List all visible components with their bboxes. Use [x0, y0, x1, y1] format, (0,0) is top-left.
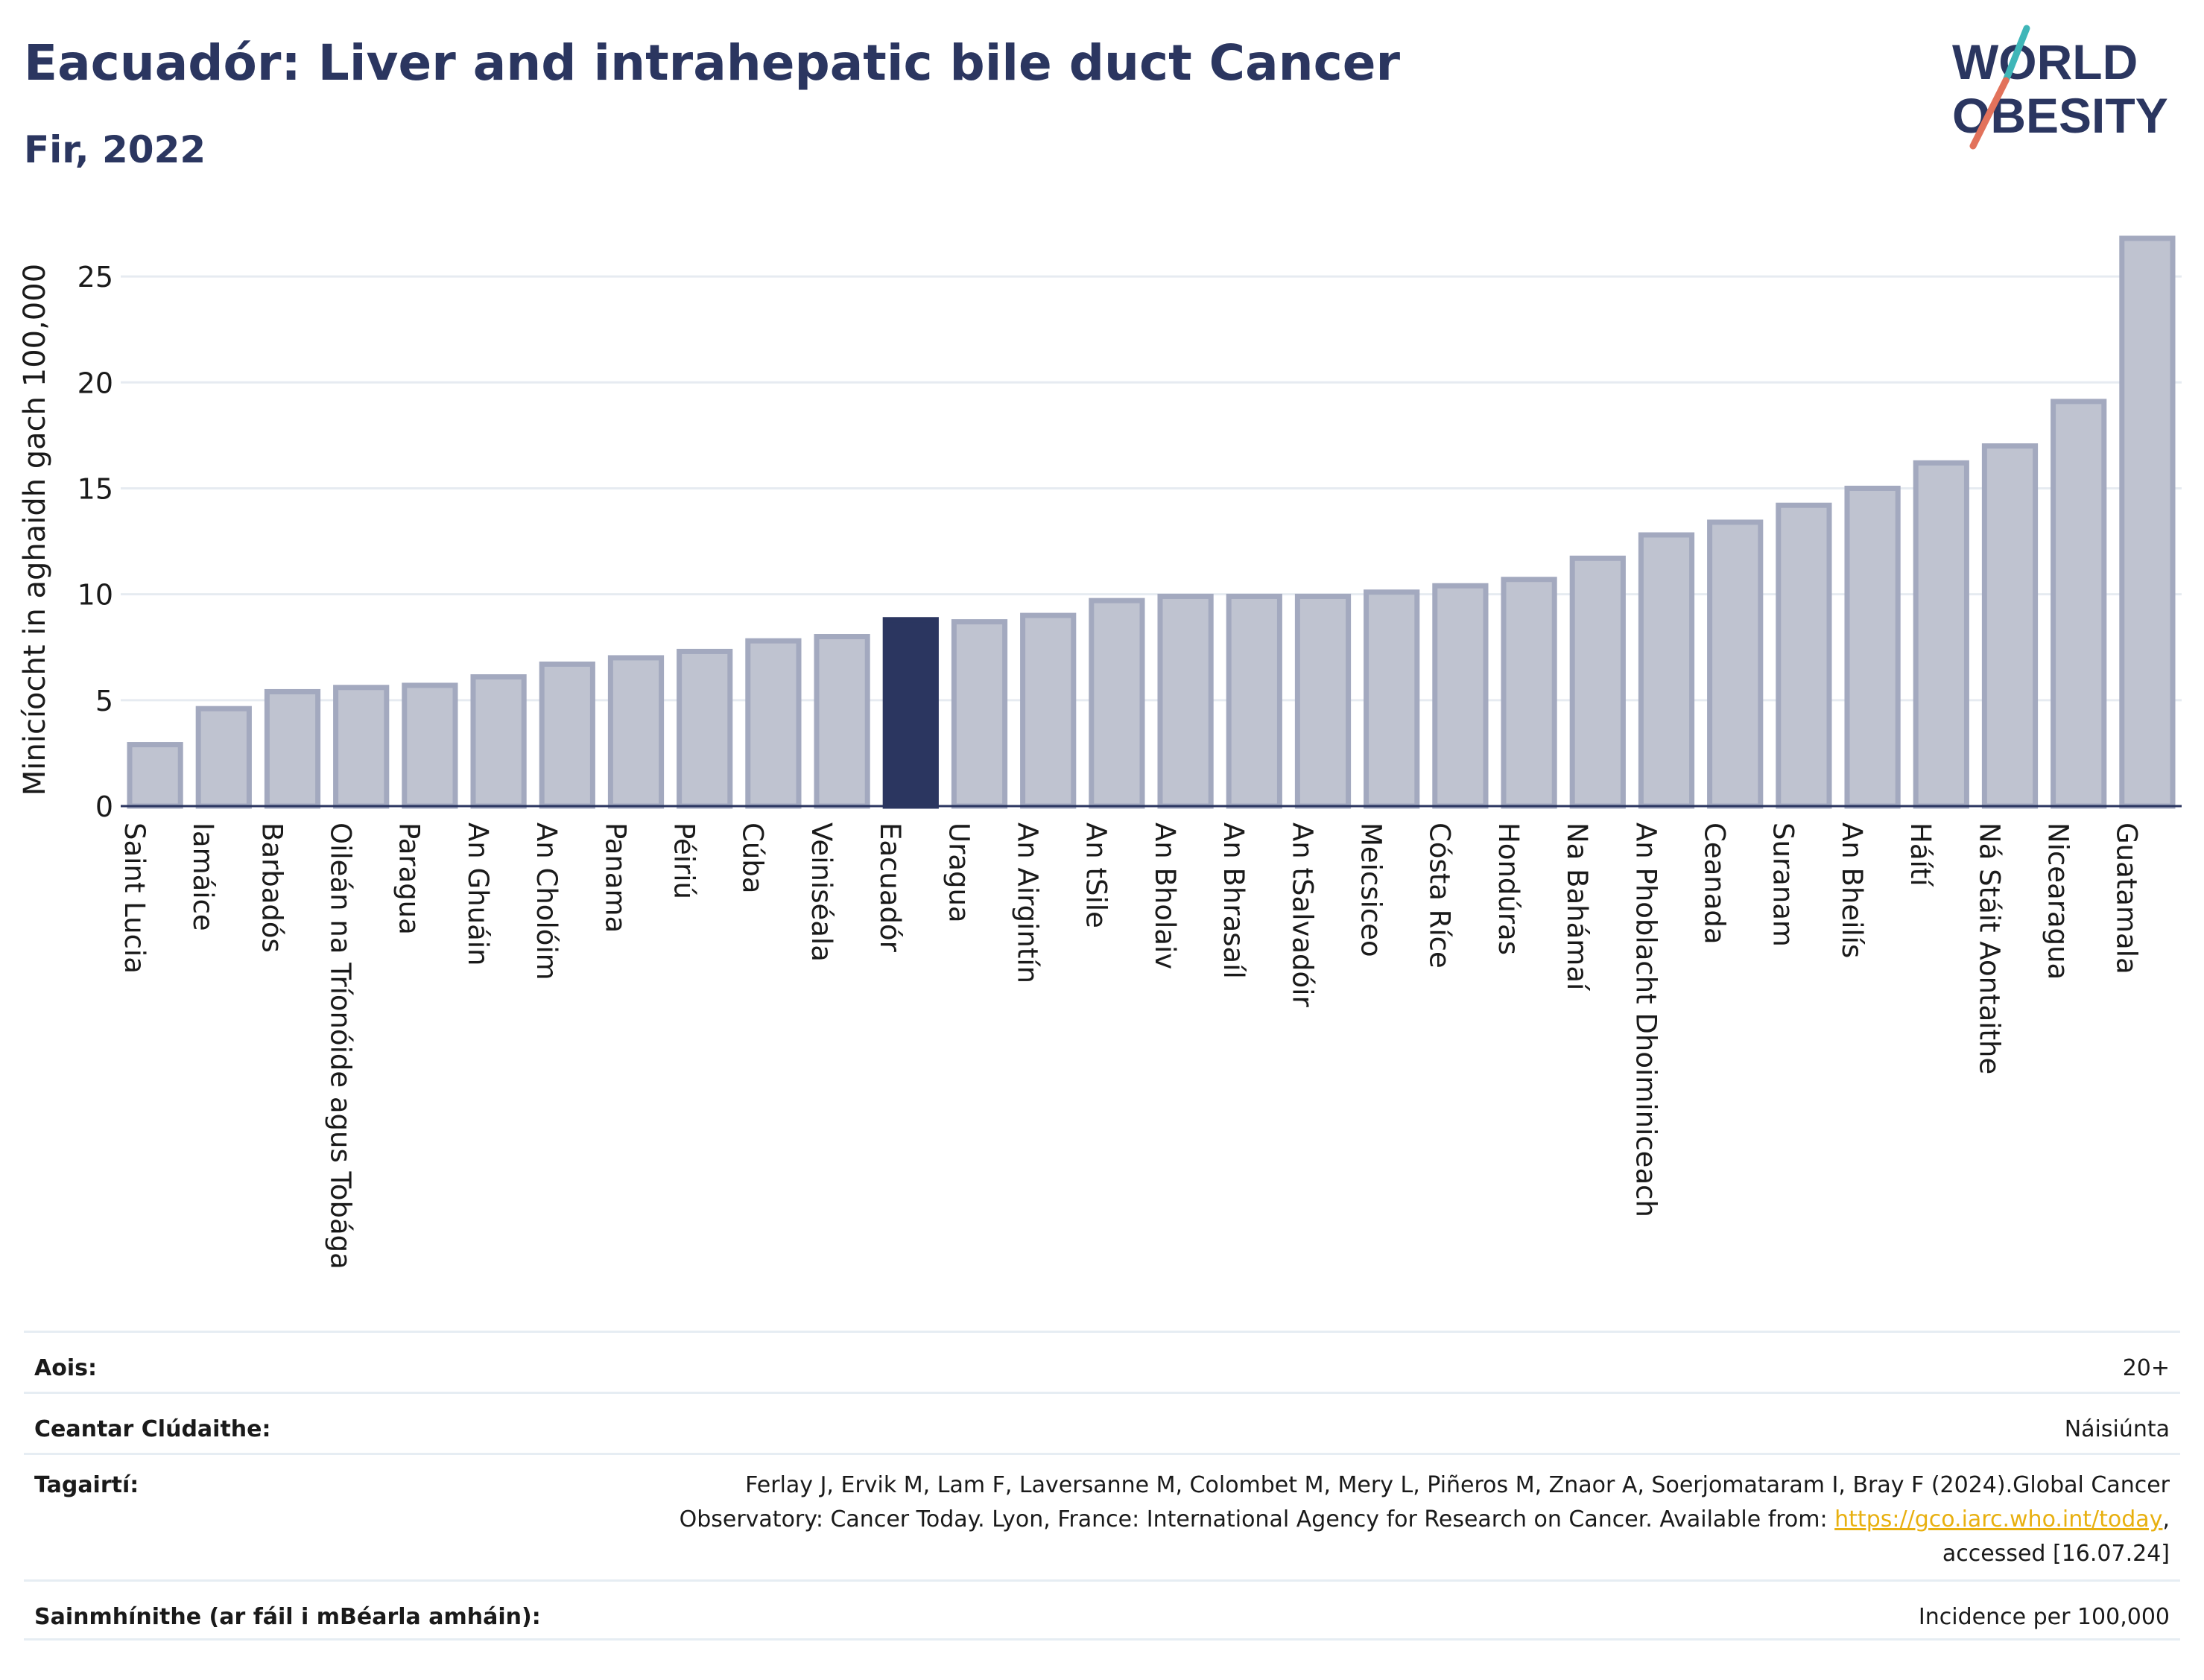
x-tick-label: An tSile: [1080, 822, 1112, 928]
x-tick-label: An Bheilís: [1836, 822, 1868, 958]
x-tick-label: Háítí: [1904, 822, 1937, 887]
x-tick-label: An Ghuáin: [462, 822, 494, 966]
y-tick-label: 25: [77, 261, 113, 294]
meta-row-references: Tagairtí: Ferlay J, Ervik M, Lam F, Lave…: [24, 1453, 2180, 1579]
definitions-value: Incidence per 100,000: [1918, 1604, 2170, 1630]
bar-nicearagua: [2051, 399, 2107, 809]
y-tick-label: 10: [77, 579, 113, 612]
x-tick-label: Hondúras: [1492, 822, 1524, 955]
x-tick-label: An Bholaiv: [1149, 822, 1181, 969]
logo-slash-coral: [1969, 77, 2010, 150]
x-tick-label: An tSalvadóir: [1286, 822, 1318, 1007]
bar-ceanada: [1707, 519, 1764, 809]
x-tick-label: Ná Stáit Aontaithe: [1973, 822, 2005, 1074]
chart-subtitle: Fir, 2022: [24, 128, 206, 171]
x-tick-label: An Bhrasaíl: [1217, 822, 1250, 979]
age-label: Aois:: [34, 1355, 97, 1381]
bar-eacuadór: [882, 617, 939, 809]
x-tick-label: Paragua: [393, 822, 425, 935]
logo-word-obesity: OBESITY: [1952, 88, 2168, 143]
bar-an-bheilís: [1844, 485, 1901, 809]
x-tick-label: Oileán na Tríonóide agus Tobága: [324, 822, 356, 1269]
area-label: Ceantar Clúdaithe:: [34, 1416, 271, 1442]
x-tick-label: Panama: [599, 822, 631, 933]
bar-an-cholóim: [539, 661, 595, 809]
x-tick-label: Péiriú: [668, 822, 700, 899]
bar-na-bahámaí: [1569, 555, 1626, 809]
bar-péiriú: [677, 648, 733, 809]
x-tick-label: Uragua: [943, 822, 975, 923]
chart-title: Eacuadór: Liver and intrahepatic bile du…: [24, 34, 1401, 92]
bar-an-phoblacht-dhoiminiceach: [1638, 532, 1695, 809]
x-tick-label: Iamáice: [187, 822, 219, 931]
reference-line-1: Ferlay J, Ervik M, Lam F, Laversanne M, …: [745, 1472, 2170, 1498]
x-tick-label: An Cholóim: [531, 822, 563, 980]
reference-line-2: Observatory: Cancer Today. Lyon, France:…: [680, 1503, 2170, 1537]
reference-line-3: accessed [16.07.24]: [1942, 1541, 2170, 1567]
logo-word-world: WORLD: [1952, 34, 2138, 89]
bar-paragua: [402, 682, 458, 809]
x-tick-label: Eacuadór: [874, 822, 906, 953]
bar-oileán-na-tríonóide-agus-tobága: [333, 685, 390, 809]
y-tick-label: 20: [77, 367, 113, 399]
bar-barbadós: [264, 688, 321, 809]
bar-ná-stáit-aontaithe: [1981, 443, 2039, 809]
bar-háítí: [1913, 460, 1969, 809]
bar-suranam: [1776, 502, 1832, 809]
reference-line-2-end: ,: [2162, 1506, 2170, 1532]
bar-cósta-ríce: [1432, 583, 1489, 809]
bar-panama: [607, 655, 665, 809]
y-axis-ticks: 0 5 10 15 20 25: [77, 261, 113, 823]
bar-uragua: [951, 619, 1008, 809]
bar-an-tsile: [1089, 597, 1145, 809]
x-axis-labels: Saint Lucia Iamáice Barbadós Oileán na Trío…: [118, 822, 2143, 1269]
references-text: Ferlay J, Ervik M, Lam F, Laversanne M, …: [680, 1468, 2170, 1571]
x-tick-label: Cúba: [737, 822, 769, 893]
bars: [127, 235, 2176, 809]
definitions-label: Sainmhínithe (ar fáil i mBéarla amháin):: [34, 1604, 541, 1630]
x-tick-label: Na Bahámaí: [1561, 822, 1593, 992]
meta-row-area: Ceantar Clúdaithe: Náisiúnta: [24, 1392, 2180, 1453]
x-tick-label: Ceanada: [1698, 822, 1730, 945]
x-tick-label: Barbadós: [256, 822, 288, 953]
y-axis-label: Minicíocht in aghaidh gach 100,000: [18, 264, 52, 796]
bar-iamáice: [195, 706, 252, 809]
bar-guatamala: [2119, 235, 2176, 809]
area-value: Náisiúnta: [2064, 1416, 2170, 1442]
y-tick-label: 5: [95, 685, 113, 717]
bar-an-bhrasaíl: [1226, 593, 1282, 809]
x-tick-label: Nicearagua: [2042, 822, 2074, 980]
reference-line-2-text: Observatory: Cancer Today. Lyon, France:…: [679, 1506, 1835, 1532]
bar-an-ghuáin: [470, 674, 527, 809]
bar-saint-lucia: [127, 742, 183, 809]
gridlines: [121, 275, 2182, 702]
metadata-table: Aois: 20+ Ceantar Clúdaithe: Náisiúnta T…: [24, 1331, 2180, 1641]
bar-an-bholaiv: [1157, 593, 1214, 809]
reference-link[interactable]: https://gco.iarc.who.int/today: [1834, 1506, 2163, 1532]
bar-an-airgintín: [1020, 612, 1077, 809]
x-tick-label: Veiniséala: [805, 822, 837, 962]
x-tick-label: An Airgintín: [1011, 822, 1043, 983]
bar-cúba: [745, 638, 802, 809]
bar-meicsiceo: [1364, 589, 1420, 809]
bar-hondúras: [1501, 577, 1557, 809]
world-obesity-logo: WORLD OBESITY: [1952, 25, 2168, 150]
x-tick-label: Cósta Ríce: [1424, 822, 1456, 969]
x-tick-label: Suranam: [1767, 822, 1799, 947]
logo-slash-teal: [2002, 25, 2030, 84]
x-tick-label: Meicsiceo: [1355, 822, 1387, 957]
x-tick-label: An Phoblacht Dhoiminiceach: [1630, 822, 1662, 1217]
x-tick-label: Saint Lucia: [118, 822, 151, 974]
references-label: Tagairtí:: [34, 1472, 139, 1498]
bar-an-tsalvadóir: [1294, 593, 1352, 809]
y-tick-label: 15: [77, 472, 113, 505]
age-value: 20+: [2122, 1355, 2170, 1381]
bar-veiniséala: [814, 634, 870, 809]
bar-chart: 0 5 10 15 20 25 Saint Lucia Iamáice Barbadós Oil…: [18, 235, 2182, 1269]
meta-row-definitions: Sainmhínithe (ar fáil i mBéarla amháin):…: [24, 1579, 2180, 1641]
x-tick-label: Guatamala: [2111, 822, 2143, 974]
y-tick-label: 0: [95, 790, 113, 823]
meta-row-age: Aois: 20+: [24, 1331, 2180, 1392]
